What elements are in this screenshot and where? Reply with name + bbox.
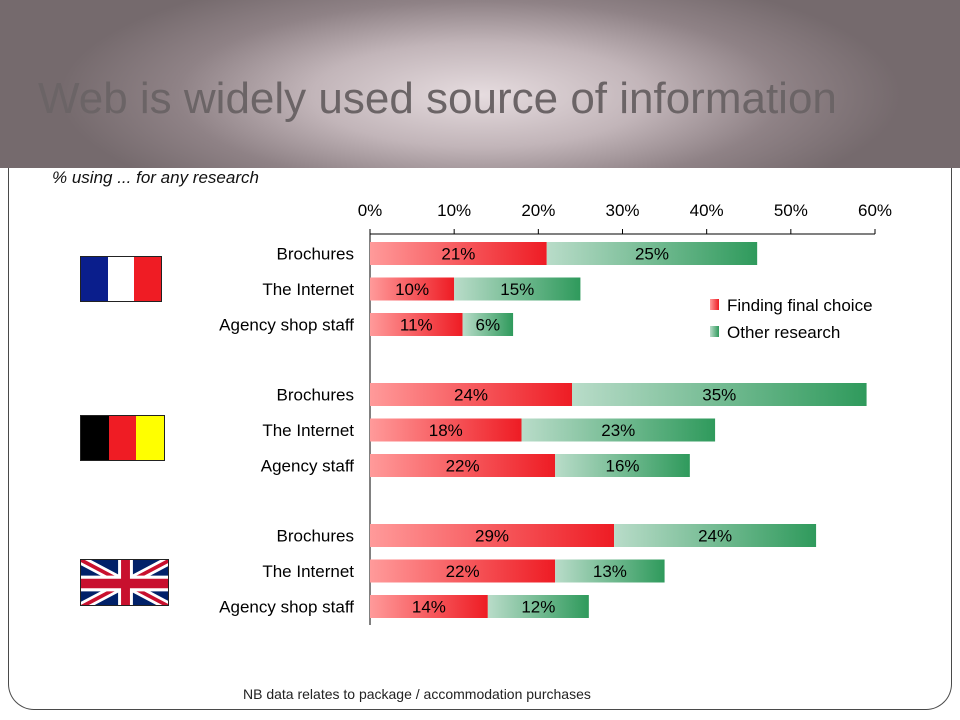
slide-title: Web is widely used source of information <box>38 74 837 123</box>
data-label: 23% <box>601 421 635 440</box>
bar-other-research <box>454 277 581 301</box>
bar-other-research <box>555 559 665 583</box>
data-label: 18% <box>429 421 463 440</box>
category-label: Brochures <box>277 527 354 546</box>
data-label: 12% <box>521 598 555 617</box>
data-label: 25% <box>635 245 669 264</box>
bar-finding-final-choice <box>370 242 547 265</box>
category-label: The Internet <box>262 562 354 581</box>
bar-other-research <box>555 454 690 477</box>
x-tick-label: 60% <box>858 201 892 220</box>
bar-finding-final-choice <box>370 454 556 477</box>
uk-flag-icon <box>80 559 169 606</box>
bar-other-research <box>614 524 817 547</box>
data-label: 11% <box>400 316 433 335</box>
bar-other-research <box>521 418 716 442</box>
data-label: 21% <box>441 245 475 264</box>
bar-finding-final-choice <box>370 313 463 336</box>
legend-label: Other research <box>727 323 840 342</box>
bar-other-research <box>572 383 867 406</box>
data-label: 22% <box>446 457 480 476</box>
bar-finding-final-choice <box>370 595 488 618</box>
data-label: 24% <box>454 386 488 405</box>
x-tick-label: 40% <box>690 201 724 220</box>
belgium-flag-icon <box>80 415 165 461</box>
x-tick-label: 30% <box>605 201 639 220</box>
bar-finding-final-choice <box>370 418 522 442</box>
data-label: 35% <box>702 386 736 405</box>
category-label: The Internet <box>262 421 354 440</box>
data-label: 13% <box>593 562 627 581</box>
x-tick-label: 20% <box>521 201 555 220</box>
category-label: Brochures <box>277 245 354 264</box>
bar-finding-final-choice <box>370 524 615 547</box>
data-label: 16% <box>605 457 639 476</box>
data-label: 29% <box>475 527 509 546</box>
slide-frame <box>8 150 952 710</box>
data-label: 24% <box>698 527 732 546</box>
data-label: 10% <box>395 280 429 299</box>
category-label: Brochures <box>277 386 354 405</box>
data-label: 6% <box>476 316 501 335</box>
france-flag-icon <box>80 256 162 302</box>
x-tick-label: 50% <box>774 201 808 220</box>
bar-finding-final-choice <box>370 277 455 301</box>
legend-label: Finding final choice <box>727 296 873 315</box>
legend-swatch-other <box>710 326 719 337</box>
data-label: 22% <box>446 562 480 581</box>
data-label: 14% <box>412 598 446 617</box>
category-label: Agency shop staff <box>219 598 354 617</box>
x-tick-label: 10% <box>437 201 471 220</box>
category-label: Agency shop staff <box>219 316 354 335</box>
x-tick-label: 0% <box>358 201 383 220</box>
data-label: 15% <box>500 280 534 299</box>
bar-finding-final-choice <box>370 383 572 406</box>
bar-other-research <box>546 242 758 265</box>
legend-swatch-finding <box>710 299 719 310</box>
chart-subtitle: % using ... for any research <box>52 168 259 187</box>
bar-finding-final-choice <box>370 559 556 583</box>
header-band <box>0 0 960 168</box>
footnote-text: NB data relates to package / accommodati… <box>243 686 591 702</box>
bar-other-research <box>487 595 589 618</box>
category-label: The Internet <box>262 280 354 299</box>
bar-other-research <box>462 313 514 336</box>
category-label: Agency staff <box>261 457 355 476</box>
